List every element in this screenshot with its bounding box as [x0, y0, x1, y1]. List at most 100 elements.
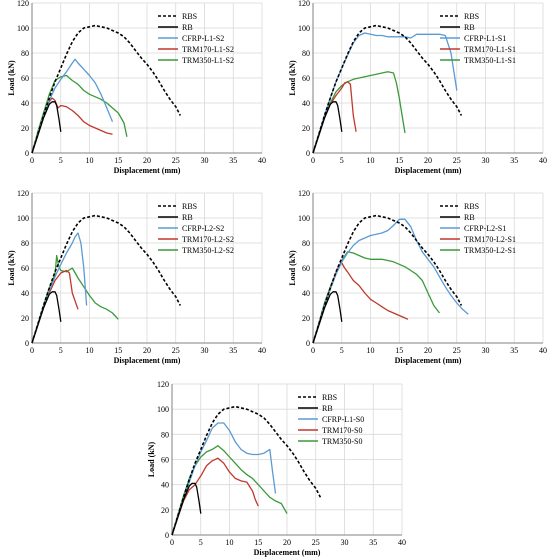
- legend-label: RBS: [182, 202, 197, 211]
- y-tick-label: 80: [302, 239, 310, 248]
- legend-label: CFRP-L1-S1: [464, 34, 506, 43]
- y-tick-label: 40: [302, 289, 310, 298]
- y-tick-label: 0: [306, 339, 310, 348]
- series-line-cfrp-l2-s1: [312, 218, 469, 344]
- chart-panel-4: 0 5 10 15 20 25 30 35 40 0 20 40 60 80 100 120 Displacem…: [288, 189, 547, 365]
- y-tick-label: 60: [21, 74, 29, 83]
- x-tick-label: 35: [510, 156, 518, 165]
- y-tick-label: 20: [21, 314, 29, 323]
- series-line-cfrp-l2-s2: [31, 232, 88, 344]
- series-line-rbs: [31, 24, 182, 154]
- y-tick-label: 20: [302, 124, 310, 133]
- y-tick-label: 20: [21, 124, 29, 133]
- x-axis-title: Displacement (mm): [395, 356, 462, 365]
- series-line-rb: [171, 482, 202, 536]
- x-tick-label: 15: [114, 156, 122, 165]
- x-tick-label: 35: [229, 346, 237, 355]
- chart-panel-2: 0 5 10 15 20 25 30 35 40 0 20 40 60 80 100 120 Displacem…: [288, 0, 547, 175]
- x-tick-label: 5: [340, 156, 344, 165]
- y-tick-label: 80: [302, 49, 310, 58]
- y-axis-title: Load (kN): [288, 250, 297, 286]
- x-tick-label: 25: [172, 346, 180, 355]
- x-tick-label: 30: [341, 538, 349, 547]
- x-axis-title: Displacement (mm): [395, 166, 462, 175]
- y-tick-label: 100: [298, 214, 310, 223]
- x-tick-label: 20: [143, 346, 151, 355]
- x-tick-label: 25: [172, 156, 180, 165]
- x-tick-label: 20: [143, 156, 151, 165]
- x-tick-label: 35: [510, 346, 518, 355]
- y-tick-label: 120: [298, 0, 310, 8]
- series-line-trm350-l1-s1: [312, 71, 406, 154]
- x-tick-label: 30: [482, 346, 490, 355]
- series-line-trm170-s0: [171, 457, 259, 536]
- legend-label: TRM170-L2-S1: [464, 235, 516, 244]
- series-line-trm350-s0: [171, 445, 288, 536]
- series-line-rb: [31, 291, 62, 344]
- y-tick-label: 100: [157, 405, 169, 414]
- series-line-rbs: [171, 405, 322, 536]
- y-tick-label: 60: [302, 74, 310, 83]
- y-axis-title: Load (kN): [7, 60, 16, 96]
- y-tick-label: 120: [17, 0, 29, 8]
- series-line-rbs: [312, 214, 463, 344]
- legend-label: RB: [182, 23, 193, 32]
- x-tick-label: 20: [424, 156, 432, 165]
- x-tick-label: 20: [424, 346, 432, 355]
- y-tick-label: 100: [298, 24, 310, 33]
- y-tick-label: 40: [21, 289, 29, 298]
- x-tick-label: 15: [395, 156, 403, 165]
- x-tick-label: 15: [254, 538, 262, 547]
- legend-label: CFRP-L1-S0: [322, 415, 364, 424]
- x-tick-label: 40: [539, 346, 547, 355]
- x-tick-label: 0: [170, 538, 174, 547]
- x-tick-label: 25: [312, 538, 320, 547]
- legend-label: TRM350-S0: [322, 437, 362, 446]
- series-line-rb: [31, 101, 62, 154]
- series-line-trm170-l1-s1: [312, 81, 357, 154]
- y-axis-title: Load (kN): [288, 60, 297, 96]
- legend-label: CFRP-L2-S2: [182, 224, 224, 233]
- y-tick-label: 80: [21, 49, 29, 58]
- x-tick-label: 35: [369, 538, 377, 547]
- legend-label: RBS: [182, 12, 197, 21]
- legend-label: TRM170-L1-S1: [464, 45, 516, 54]
- y-tick-label: 100: [17, 24, 29, 33]
- legend-label: RB: [322, 404, 333, 413]
- x-axis-title: Displacement (mm): [254, 548, 321, 557]
- legend-label: RB: [464, 23, 475, 32]
- legend-label: CFRP-L2-S1: [464, 224, 506, 233]
- legend-label: TRM170-S0: [322, 426, 362, 435]
- series-line-trm350-l1-s2: [31, 74, 128, 154]
- y-tick-label: 80: [21, 239, 29, 248]
- x-tick-label: 0: [311, 156, 315, 165]
- y-tick-label: 60: [161, 456, 169, 465]
- x-axis-title: Displacement (mm): [114, 166, 181, 175]
- x-axis-title: Displacement (mm): [114, 356, 181, 365]
- y-tick-label: 40: [21, 99, 29, 108]
- series-line-trm170-l1-s2: [31, 97, 113, 154]
- series-line-trm350-l2-s2: [31, 254, 119, 344]
- x-tick-label: 15: [395, 346, 403, 355]
- x-tick-label: 0: [30, 346, 34, 355]
- y-tick-label: 80: [161, 430, 169, 439]
- x-tick-label: 10: [226, 538, 234, 547]
- y-tick-label: 100: [17, 214, 29, 223]
- x-tick-label: 35: [229, 156, 237, 165]
- x-tick-label: 40: [258, 346, 266, 355]
- y-tick-label: 0: [25, 339, 29, 348]
- x-tick-label: 15: [114, 346, 122, 355]
- series-line-rb: [312, 291, 343, 344]
- legend-label: RBS: [464, 202, 479, 211]
- series-line-rb: [312, 101, 343, 154]
- x-tick-label: 40: [258, 156, 266, 165]
- x-tick-label: 5: [59, 156, 63, 165]
- chart-panel-3: 0 5 10 15 20 25 30 35 40 0 20 40 60 80 100 120 Displacem…: [7, 189, 266, 365]
- legend-label: RB: [464, 213, 475, 222]
- legend-label: TRM350-L2-S2: [182, 246, 234, 255]
- y-tick-label: 20: [161, 506, 169, 515]
- legend-label: TRM350-L1-S1: [464, 56, 516, 65]
- y-tick-label: 20: [302, 314, 310, 323]
- y-axis-title: Load (kN): [7, 250, 16, 286]
